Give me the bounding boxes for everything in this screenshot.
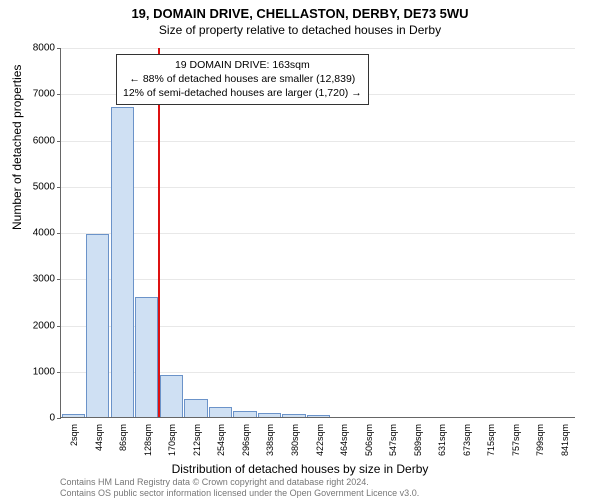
histogram-bar — [209, 407, 232, 417]
x-tick-label: 212sqm — [192, 424, 202, 456]
title-line-2: Size of property relative to detached ho… — [0, 21, 600, 37]
histogram-bar — [233, 411, 256, 417]
histogram-bar — [184, 399, 207, 418]
histogram-bar — [62, 414, 85, 417]
info-line-3: 12% of semi-detached houses are larger (… — [123, 86, 362, 100]
histogram-bar — [111, 107, 134, 417]
y-tick-label: 0 — [21, 413, 55, 424]
x-tick-label: 44sqm — [94, 424, 104, 451]
x-tick-label: 254sqm — [216, 424, 226, 456]
x-tick-label: 2sqm — [69, 424, 79, 446]
y-tick-label: 7000 — [21, 89, 55, 100]
histogram-bar — [160, 375, 183, 417]
y-tick-label: 2000 — [21, 320, 55, 331]
x-axis-label: Distribution of detached houses by size … — [0, 462, 600, 476]
y-tick-mark — [57, 418, 61, 419]
x-tick-label: 799sqm — [535, 424, 545, 456]
x-tick-label: 715sqm — [486, 424, 496, 456]
footer-line-2: Contains OS public sector information li… — [60, 488, 590, 498]
x-tick-label: 86sqm — [118, 424, 128, 451]
x-tick-label: 422sqm — [315, 424, 325, 456]
histogram-bar — [258, 413, 281, 417]
x-tick-label: 589sqm — [413, 424, 423, 456]
x-tick-label: 464sqm — [339, 424, 349, 456]
x-tick-label: 631sqm — [437, 424, 447, 456]
y-tick-label: 1000 — [21, 366, 55, 377]
info-line-1: 19 DOMAIN DRIVE: 163sqm — [123, 58, 362, 72]
x-tick-label: 128sqm — [143, 424, 153, 456]
histogram-bar — [282, 414, 305, 417]
y-tick-label: 5000 — [21, 181, 55, 192]
title-line-1: 19, DOMAIN DRIVE, CHELLASTON, DERBY, DE7… — [0, 0, 600, 21]
x-tick-label: 757sqm — [511, 424, 521, 456]
histogram-bar — [86, 234, 109, 417]
x-tick-label: 841sqm — [560, 424, 570, 456]
x-tick-label: 338sqm — [265, 424, 275, 456]
x-tick-label: 506sqm — [364, 424, 374, 456]
histogram-bar — [307, 415, 330, 417]
x-tick-label: 673sqm — [462, 424, 472, 456]
y-tick-label: 3000 — [21, 274, 55, 285]
y-tick-label: 6000 — [21, 135, 55, 146]
y-tick-label: 4000 — [21, 228, 55, 239]
x-tick-label: 296sqm — [241, 424, 251, 456]
footer-attribution: Contains HM Land Registry data © Crown c… — [60, 477, 590, 498]
y-tick-label: 8000 — [21, 43, 55, 54]
x-tick-label: 380sqm — [290, 424, 300, 456]
x-tick-label: 170sqm — [167, 424, 177, 456]
histogram-bar — [135, 297, 158, 417]
info-line-2: ← 88% of detached houses are smaller (12… — [123, 72, 362, 86]
footer-line-1: Contains HM Land Registry data © Crown c… — [60, 477, 590, 487]
info-callout: 19 DOMAIN DRIVE: 163sqm ← 88% of detache… — [116, 54, 369, 105]
chart-plot-area: 010002000300040005000600070008000 19 DOM… — [60, 48, 575, 418]
x-tick-label: 547sqm — [388, 424, 398, 456]
